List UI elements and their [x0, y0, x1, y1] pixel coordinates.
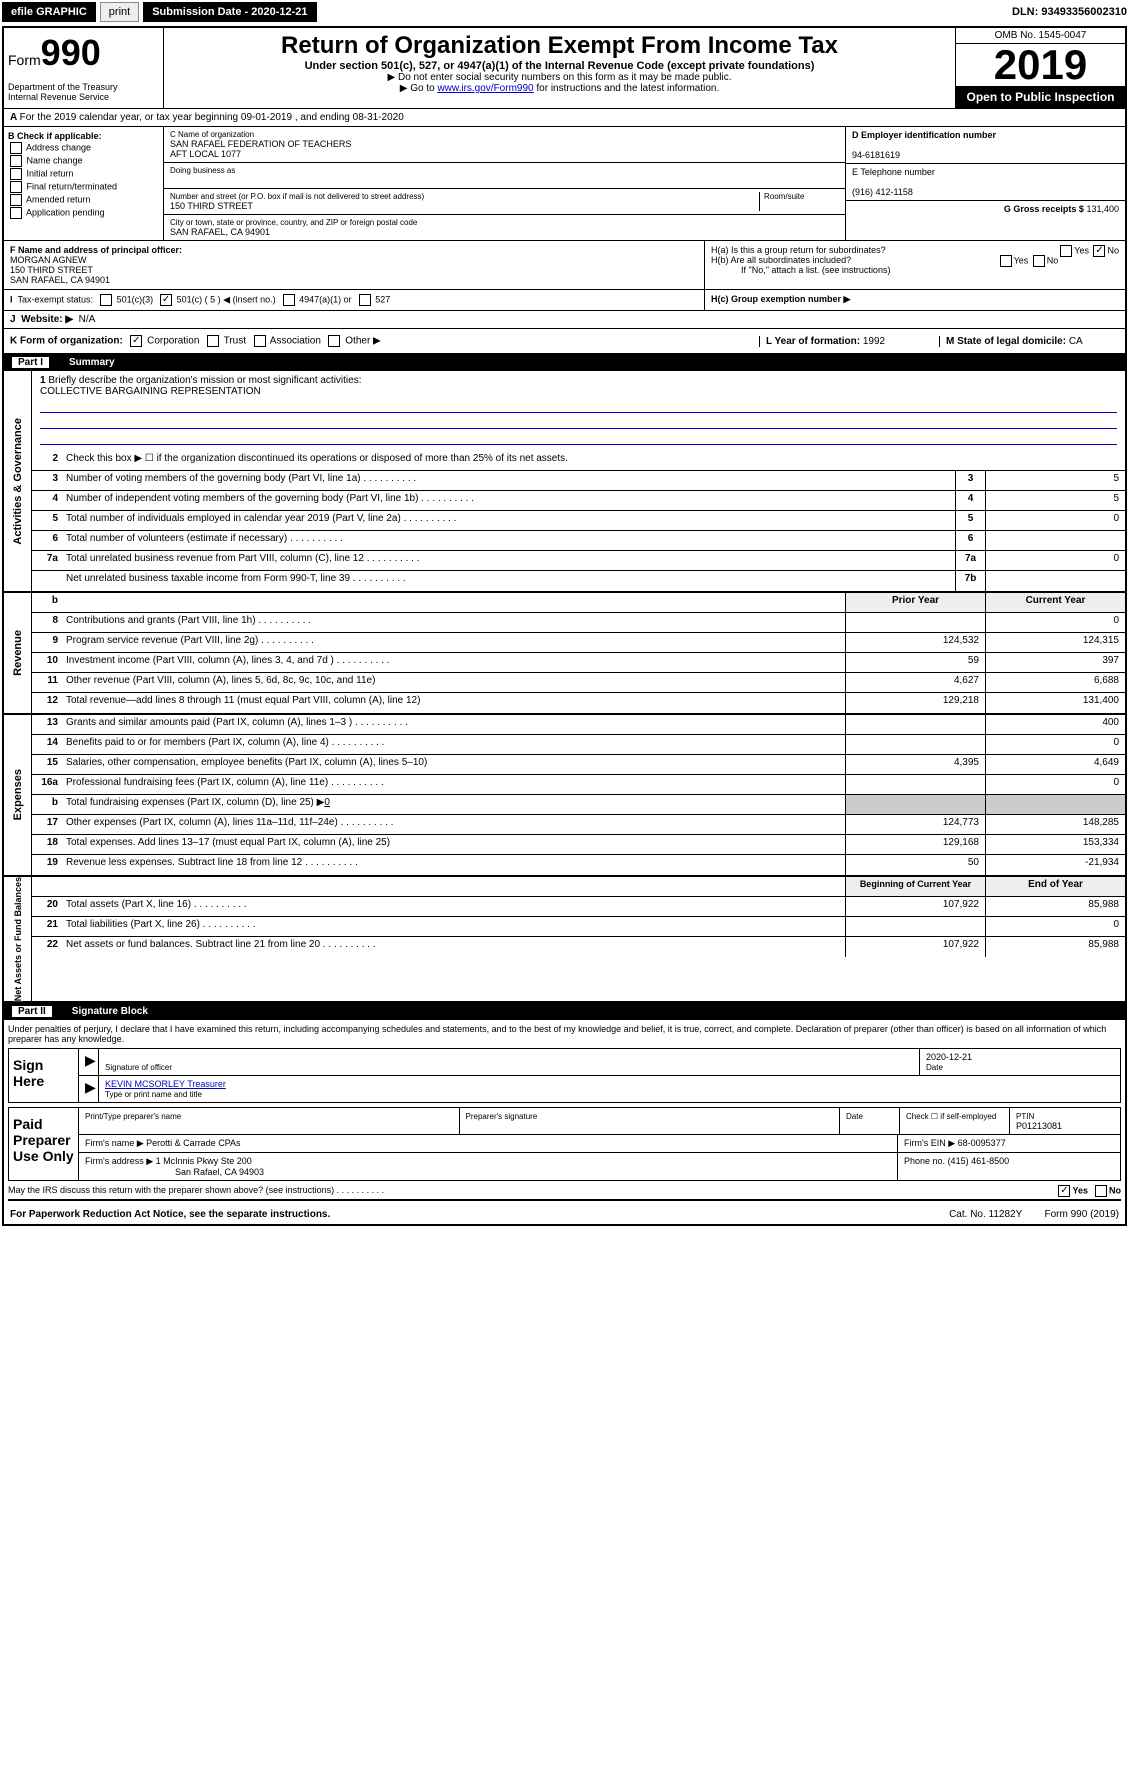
box-hc: H(c) Group exemption number ▶ [705, 290, 1125, 310]
row-m: M State of legal domicile: CA [939, 336, 1119, 347]
box-de: D Employer identification number 94-6181… [845, 127, 1125, 240]
mission: COLLECTIVE BARGAINING REPRESENTATION [40, 386, 1117, 397]
box-c: C Name of organization SAN RAFAEL FEDERA… [164, 127, 845, 240]
side-governance: Activities & Governance [12, 418, 24, 545]
year-box: OMB No. 1545-0047 2019 Open to Public In… [955, 28, 1125, 108]
officer-name: MORGAN AGNEW [10, 255, 87, 265]
row-a: A For the 2019 calendar year, or tax yea… [4, 109, 1125, 127]
website: N/A [79, 314, 96, 325]
row-k: K Form of organization: ✓ Corporation Tr… [10, 335, 759, 347]
discuss-row: May the IRS discuss this return with the… [8, 1181, 1121, 1201]
firm-ein: 68-0095377 [958, 1138, 1006, 1148]
box-h: H(a) Is this a group return for subordin… [705, 241, 1125, 289]
chk-final[interactable]: Final return/terminated [8, 181, 159, 193]
org-name: SAN RAFAEL FEDERATION OF TEACHERS AFT LO… [170, 139, 839, 159]
form-note1: ▶ Do not enter social security numbers o… [168, 72, 951, 83]
footer: For Paperwork Reduction Act Notice, see … [4, 1205, 1125, 1224]
dln: DLN: 93493356002310 [1012, 6, 1127, 18]
val-4: 5 [985, 491, 1125, 510]
paid-preparer-label: Paid Preparer Use Only [9, 1108, 79, 1180]
gross-receipts: 131,400 [1086, 204, 1119, 214]
dept-treasury: Department of the Treasury Internal Reve… [8, 82, 159, 102]
tax-year: 2019 [956, 44, 1125, 86]
form-subtitle: Under section 501(c), 527, or 4947(a)(1)… [168, 60, 951, 72]
form-note2: ▶ Go to www.irs.gov/Form990 for instruct… [168, 83, 951, 94]
efile-btn[interactable]: efile GRAPHIC [2, 2, 96, 22]
chk-pending[interactable]: Application pending [8, 207, 159, 219]
box-b: B Check if applicable: Address change Na… [4, 127, 164, 240]
chk-name[interactable]: Name change [8, 155, 159, 167]
part2-header: Part II Signature Block [4, 1003, 1125, 1020]
box-f: F Name and address of principal officer:… [4, 241, 705, 289]
form-title: Return of Organization Exempt From Incom… [168, 32, 951, 60]
val-7b [985, 571, 1125, 591]
part1-header: Part I Summary [4, 354, 1125, 371]
side-expenses: Expenses [12, 769, 24, 820]
org-city: SAN RAFAEL, CA 94901 [170, 227, 839, 237]
print-btn[interactable]: print [100, 2, 139, 22]
open-public: Open to Public Inspection [956, 86, 1125, 108]
perjury-statement: Under penalties of perjury, I declare th… [8, 1024, 1121, 1044]
sign-here-label: Sign Here [9, 1049, 79, 1102]
firm-name: Perotti & Carrade CPAs [146, 1138, 240, 1148]
ein: 94-6181619 [852, 150, 900, 160]
form-number: 990 [41, 32, 101, 73]
val-6 [985, 531, 1125, 550]
form-word: Form [8, 52, 41, 68]
side-revenue: Revenue [12, 630, 24, 676]
form-id-box: Form990 Department of the Treasury Inter… [4, 28, 164, 108]
val-7a: 0 [985, 551, 1125, 570]
form-container: Form990 Department of the Treasury Inter… [2, 26, 1127, 1226]
chk-address[interactable]: Address change [8, 142, 159, 154]
chk-initial[interactable]: Initial return [8, 168, 159, 180]
top-bar: efile GRAPHIC print Submission Date - 20… [0, 0, 1129, 24]
chk-amended[interactable]: Amended return [8, 194, 159, 206]
irs-link[interactable]: www.irs.gov/Form990 [437, 83, 533, 94]
val-5: 0 [985, 511, 1125, 530]
ptin: P01213081 [1016, 1121, 1062, 1131]
val-3: 5 [985, 471, 1125, 490]
officer-link[interactable]: KEVIN MCSORLEY Treasurer [105, 1079, 226, 1089]
form-title-box: Return of Organization Exempt From Incom… [164, 28, 955, 108]
side-net-assets: Net Assets or Fund Balances [13, 877, 23, 1001]
row-j: J Website: ▶ N/A [4, 311, 1125, 329]
row-l: L Year of formation: 1992 [759, 336, 939, 347]
org-address: 150 THIRD STREET [170, 201, 759, 211]
phone: (916) 412-1158 [852, 187, 913, 197]
firm-phone: (415) 461-8500 [948, 1156, 1010, 1166]
submission-date: Submission Date - 2020-12-21 [143, 2, 316, 22]
row-i: I Tax-exempt status: 501(c)(3) ✓ 501(c) … [4, 290, 705, 310]
